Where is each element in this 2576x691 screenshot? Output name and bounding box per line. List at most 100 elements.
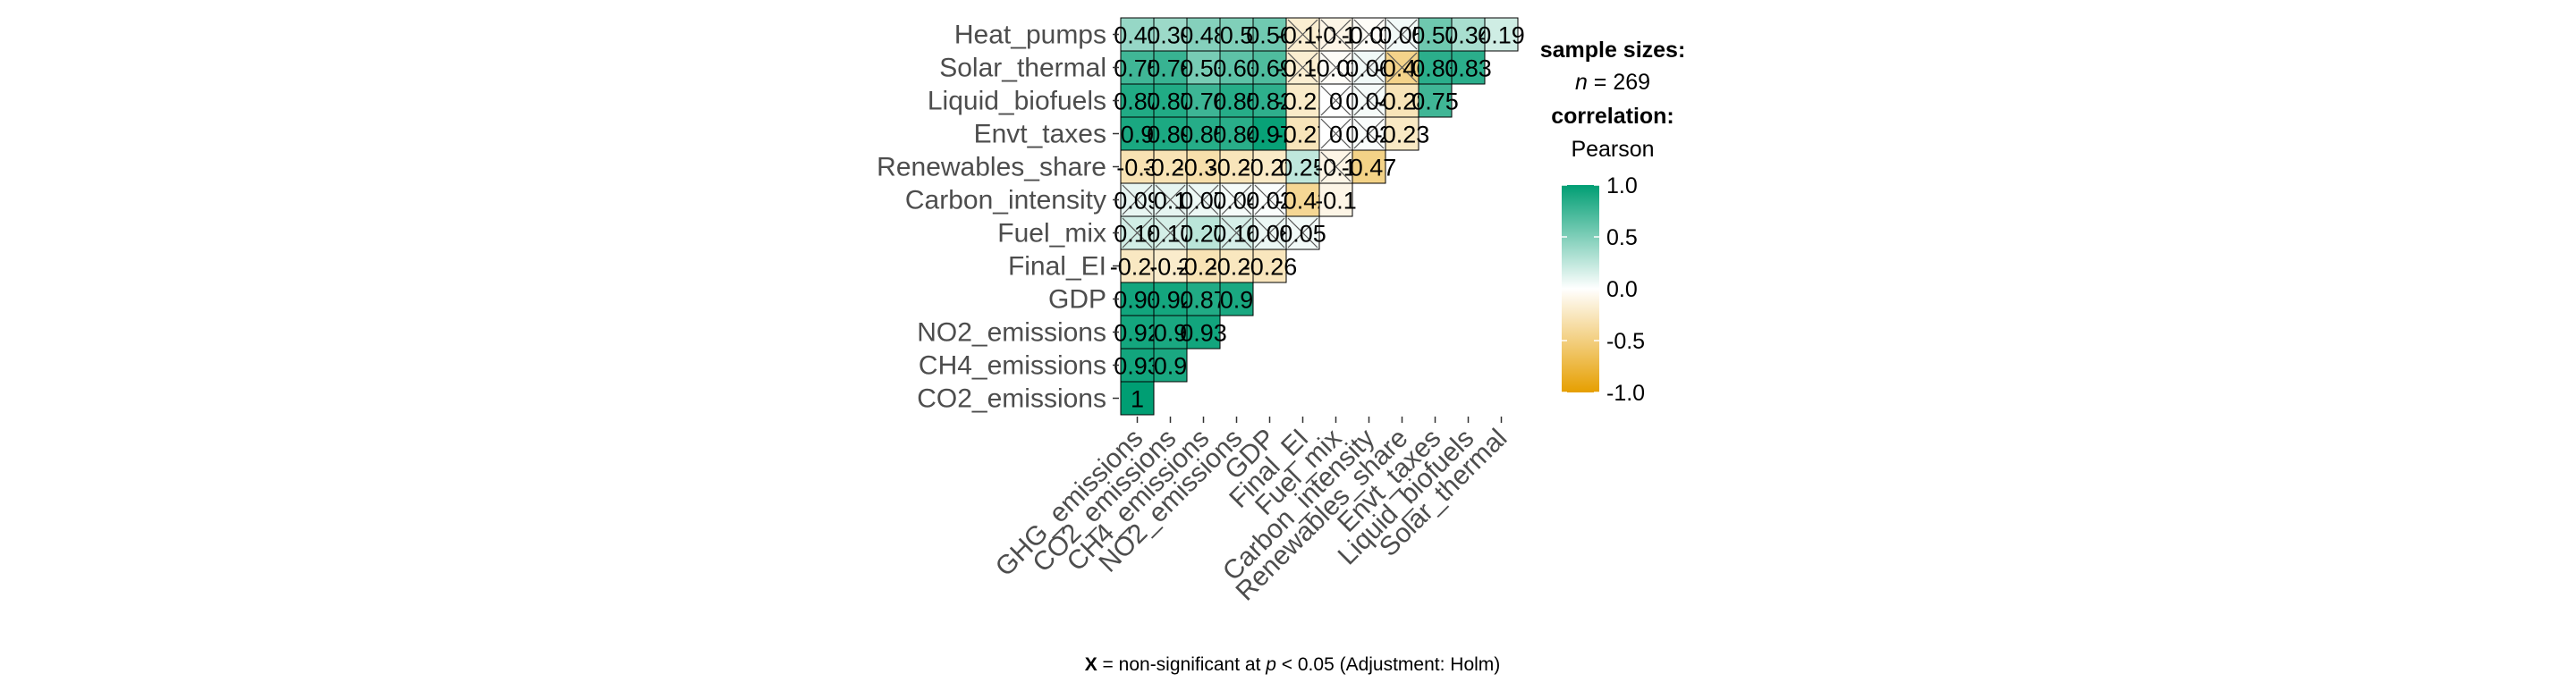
heatmap-cell [1120, 348, 1155, 383]
cell-value-label: 0.09 [1114, 188, 1161, 215]
non-significant-cross [1320, 52, 1352, 83]
cell-value-label: 0.02 [1246, 188, 1293, 215]
y-tick-label: Liquid_biofuels [928, 87, 1106, 116]
heatmap-cell [1385, 116, 1419, 151]
cell-value-label: 0.07 [1180, 188, 1227, 215]
cell-value-label: 0.08 [1246, 221, 1293, 248]
cell-value-label: 0.1 [1154, 188, 1188, 215]
heatmap-cell [1418, 50, 1453, 85]
heatmap-cell [1252, 249, 1287, 283]
heatmap-cell [1418, 83, 1453, 118]
heatmap-cell [1252, 83, 1287, 118]
cell-value-label: 0.02 [1345, 122, 1393, 148]
heatmap-cell [1418, 17, 1453, 52]
non-significant-cross [1122, 217, 1153, 249]
legend-tick-label: 0.0 [1606, 277, 1638, 302]
heatmap-cell [1252, 50, 1287, 85]
cell-value-label: 0.17 [1147, 221, 1194, 248]
legend-correlation-title: correlation: [1551, 104, 1674, 129]
y-tick-label: Renewables_share [877, 153, 1106, 182]
heatmap-cell [1120, 50, 1155, 85]
cell-value-label: 0.87 [1147, 88, 1194, 115]
heatmap-cell [1451, 50, 1486, 85]
legend-tick-label: -0.5 [1606, 329, 1645, 354]
cell-value-label: 0 [1329, 122, 1343, 148]
cell-value-label: 0.63 [1213, 55, 1260, 82]
y-tick-label: CO2_emissions [917, 384, 1106, 414]
cell-value-label: 0.84 [1213, 122, 1260, 148]
y-tick-label: Solar_thermal [939, 54, 1106, 83]
non-significant-cross [1287, 52, 1318, 83]
heatmap-cell [1451, 17, 1486, 52]
heatmap-cell [1484, 17, 1519, 52]
caption-p-symbol: p [1265, 654, 1276, 675]
heatmap-cell [1252, 116, 1287, 151]
y-tick-label: Envt_taxes [974, 120, 1106, 149]
heatmap-cell [1186, 315, 1221, 350]
cell-value-label: 0.25 [1279, 155, 1326, 181]
cell-value-label: 0.76 [1180, 88, 1227, 115]
caption: X = non-significant at p < 0.05 (Adjustm… [1085, 654, 1501, 675]
cell-value-label: 0.06 [1345, 55, 1393, 82]
cell-value-label: 0.05 [1378, 22, 1426, 49]
legend-n-value: = 269 [1588, 70, 1650, 95]
legend-sample-size: n = 269 [1575, 70, 1650, 95]
cell-value-label: 1 [1131, 386, 1144, 413]
cell-value-label: 0.92 [1114, 320, 1161, 347]
legend-ticks: 1.0 0.5 0.0 -0.5 -1.0 [1562, 173, 1645, 406]
non-significant-cross [1320, 118, 1352, 149]
heatmap-cell [1385, 83, 1419, 118]
cell-value-label: 0 [1329, 88, 1343, 115]
cell-value-label: 0.9 [1154, 320, 1188, 347]
cell-value-label: -0.2 [1149, 254, 1191, 281]
y-tick-label: Heat_pumps [954, 21, 1106, 50]
heatmap-cell [1219, 282, 1254, 316]
non-significant-cross [1155, 217, 1186, 249]
cell-value-label: 0.75 [1114, 55, 1161, 82]
heatmap-cell [1219, 249, 1254, 283]
heatmap-tiles: 0.410.390.480.50.56-0.18-0.1-0.030.050.5… [1110, 17, 1525, 416]
legend-tick-label: 0.5 [1606, 225, 1638, 250]
heatmap-cell [1252, 149, 1287, 184]
y-tick-label: Fuel_mix [997, 219, 1106, 249]
cell-value-label: -0.3 [1116, 155, 1158, 181]
cell-value-label: 0.83 [1411, 55, 1459, 82]
non-significant-cross [1287, 19, 1318, 50]
cell-value-label: 0.16 [1213, 221, 1260, 248]
heatmap-cell [1352, 149, 1386, 184]
heatmap-cell [1120, 17, 1155, 52]
legend-tick-label: 1.0 [1606, 173, 1638, 198]
cell-value-label: 0.9 [1154, 353, 1188, 380]
heatmap-cell [1285, 116, 1320, 151]
heatmap-cell [1318, 182, 1353, 217]
non-significant-cross [1221, 184, 1252, 215]
cell-value-label: 0.27 [1180, 221, 1227, 248]
caption-x-symbol: X [1085, 654, 1097, 675]
non-significant-cross [1353, 85, 1385, 116]
legend: sample sizes: n = 269 correlation: Pears… [1540, 38, 1686, 406]
y-tick-label: Final_EI [1008, 252, 1106, 282]
heatmap-cell [1153, 249, 1188, 283]
legend-tick-label: -1.0 [1606, 381, 1645, 406]
legend-method: Pearson [1571, 137, 1654, 162]
heatmap-cell [1186, 282, 1221, 316]
caption-text-b: < 0.05 (Adjustment: Holm) [1276, 654, 1500, 675]
heatmap-cell [1186, 116, 1221, 151]
non-significant-cross [1353, 19, 1385, 50]
cell-value-label: 0.41 [1114, 22, 1161, 49]
legend-colorbar [1562, 185, 1599, 392]
x-axis-labels: GHG_emissionsCO2_emissionsCH4_emissionsN… [990, 417, 1513, 607]
cell-value-label: 0.69 [1246, 55, 1293, 82]
legend-n-symbol: n [1575, 70, 1588, 95]
non-significant-cross [1155, 184, 1186, 215]
caption-text-a: = non-significant at [1097, 654, 1267, 675]
heatmap-cell [1120, 315, 1155, 350]
cell-value-label: 0.18 [1114, 221, 1161, 248]
cell-value-label: 0.34 [1445, 22, 1492, 49]
cell-value-label: 0.85 [1180, 122, 1227, 148]
cell-value-label: 0.48 [1180, 22, 1227, 49]
cell-value-label: 0.5 [1220, 22, 1254, 49]
non-significant-cross [1320, 85, 1352, 116]
cell-value-label: -0.1 [1315, 188, 1357, 215]
